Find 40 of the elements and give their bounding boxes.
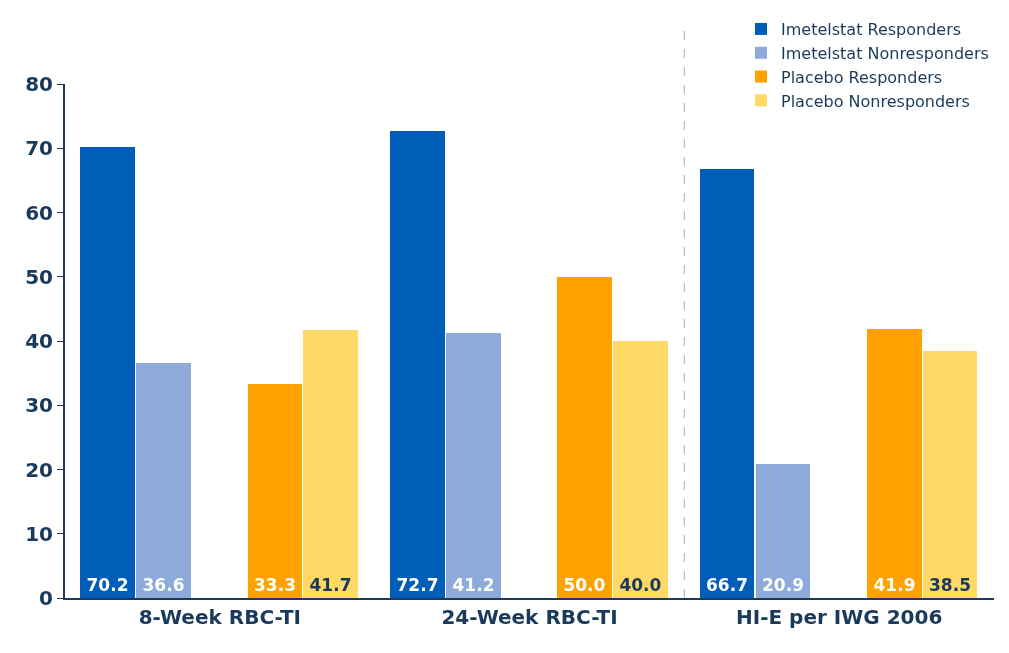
legend-label: Imetelstat Responders	[781, 20, 962, 40]
bar	[136, 363, 191, 598]
data-label: 70.2	[86, 575, 129, 595]
legend-label: Placebo Nonresponders	[781, 91, 970, 111]
data-label: 38.5	[929, 575, 971, 595]
x-tick-label: HI-E per IWG 2006	[735, 605, 943, 629]
legend-label: Placebo Responders	[781, 67, 943, 87]
bar	[613, 341, 668, 598]
bar	[303, 330, 358, 598]
data-label: 41.2	[452, 575, 495, 595]
data-label: 33.3	[254, 575, 296, 595]
data-label: 41.7	[309, 575, 352, 595]
data-label: 41.9	[873, 575, 916, 595]
data-label: 66.7	[706, 575, 748, 595]
y-tick-label: 40	[25, 329, 53, 353]
bar	[700, 169, 754, 598]
bar	[248, 384, 302, 598]
bar	[867, 329, 922, 598]
y-tick-label: 0	[39, 586, 53, 610]
bar	[557, 277, 612, 598]
bar	[923, 351, 977, 598]
legend-label: Imetelstat Nonresponders	[781, 43, 989, 63]
bar	[80, 147, 135, 598]
y-tick-label: 10	[25, 521, 53, 546]
bar	[390, 131, 445, 598]
x-tick-label: 24-Week RBC-TI	[441, 605, 618, 629]
y-tick-label: 80	[25, 72, 53, 96]
data-label: 36.6	[142, 575, 185, 595]
y-tick-label: 20	[25, 457, 53, 482]
x-tick-label: 8-Week RBC-TI	[138, 605, 301, 629]
y-tick-label: 70	[25, 136, 53, 161]
data-label: 40.0	[619, 575, 662, 595]
y-tick-label: 30	[25, 393, 53, 418]
data-label: 20.9	[762, 575, 804, 595]
data-label: 72.7	[396, 575, 439, 595]
bar	[446, 333, 501, 598]
y-tick-label: 60	[25, 200, 53, 225]
y-tick-label: 50	[25, 264, 53, 289]
data-label: 50.0	[563, 575, 606, 595]
bar	[756, 464, 810, 598]
